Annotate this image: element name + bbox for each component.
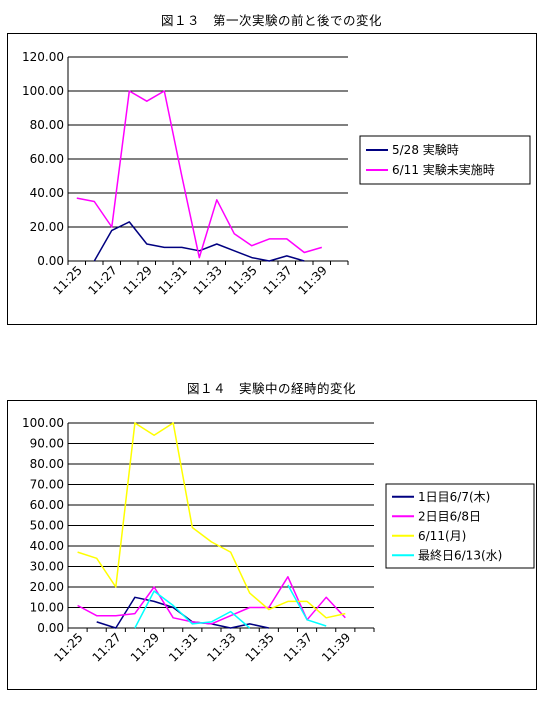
chart2-ytick-label: 60.00: [30, 498, 64, 512]
chart2-legend-label-2: 6/11(月): [418, 529, 466, 543]
chart2-xtick-label: 11:25: [51, 630, 85, 664]
chart1-legend-box: [359, 135, 531, 185]
chart2-series-1-line: [77, 576, 346, 625]
chart2-ytick-label: 90.00: [30, 437, 64, 451]
chart2-series-0-line: [96, 596, 269, 629]
chart2-xtick-label: 11:27: [90, 630, 124, 664]
chart2-ytick-label: 10.00: [30, 601, 64, 615]
chart2-xtick-label: 11:33: [204, 630, 238, 664]
chart2-legend-label-0: 1日目6/7(木): [418, 490, 490, 504]
chart1-legend-label-1: 6/11 実験未実施時: [392, 162, 495, 177]
chart2-ytick-label: 0.00: [37, 621, 64, 635]
chart2-ytick-label: 40.00: [30, 539, 64, 553]
chart2-ytick-label: 20.00: [30, 580, 64, 594]
chart1-ytick-label: 120.00: [22, 50, 64, 64]
chart1-ytick-label: 60.00: [30, 152, 64, 166]
chart2-xtick-label: 11:31: [166, 630, 200, 664]
chart2-ytick-label: 100.00: [22, 416, 64, 430]
chart2-ytick-label: 30.00: [30, 560, 64, 574]
chart2-xtick-label: 11:37: [281, 630, 315, 664]
chart2-xtick-label: 11:29: [128, 630, 162, 664]
chart1-ytick-label: 100.00: [22, 84, 64, 98]
chart1-ytick-label: 20.00: [30, 220, 64, 234]
chart2-ytick-label: 80.00: [30, 457, 64, 471]
chart2-ytick-label: 50.00: [30, 519, 64, 533]
chart2-xtick-label: 11:39: [319, 630, 353, 664]
chart2-series-2-line: [77, 422, 346, 619]
chart1-ytick-label: 40.00: [30, 186, 64, 200]
chart2-title: 図１４ 実験中の経時的変化: [186, 381, 356, 396]
chart1-series-1-line: [76, 90, 323, 259]
chart2-legend-label-1: 2日目6/8日: [418, 509, 481, 523]
chart2-series-3-line: [134, 590, 251, 629]
chart2-xtick-label: 11:35: [243, 630, 277, 664]
chart2-legend-box: [385, 483, 535, 569]
chart1-legend-label-0: 5/28 実験時: [392, 142, 459, 157]
chart2-series-3-line: [287, 584, 327, 627]
chart2-ytick-label: 70.00: [30, 478, 64, 492]
chart1-ytick-label: 80.00: [30, 118, 64, 132]
chart1-series-0-line: [93, 221, 305, 262]
chart1-ytick-label: 0.00: [37, 254, 64, 268]
chart1-title: 図１３ 第一次実験の前と後での変化: [160, 13, 382, 28]
chart2-legend-label-3: 最終日6/13(水): [418, 547, 502, 562]
